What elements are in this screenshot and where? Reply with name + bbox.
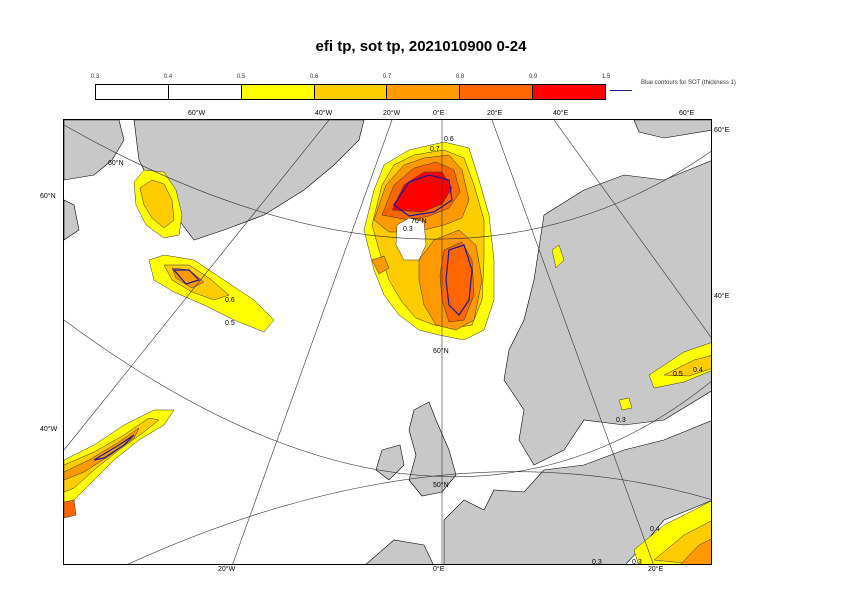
legend-tick: 0.4 bbox=[163, 74, 173, 80]
legend-tick: 0.9 bbox=[528, 74, 538, 80]
graticule bbox=[64, 120, 711, 564]
sot-contours bbox=[93, 174, 473, 461]
efi-zone-southwest bbox=[64, 427, 140, 481]
contour-label: 0.4 bbox=[693, 367, 703, 374]
efi-zone-east-band bbox=[648, 342, 711, 389]
legend-color-segment bbox=[241, 85, 315, 99]
sot-contour bbox=[172, 269, 201, 285]
efi-zone-east-band bbox=[663, 355, 711, 377]
lat-label-inner: 60°N bbox=[433, 348, 449, 355]
contour-label: 0.3 bbox=[632, 559, 642, 566]
land-ireland bbox=[375, 444, 405, 481]
contour-label: 0.5 bbox=[225, 320, 235, 327]
legend-color-segment bbox=[460, 85, 534, 99]
legend-tick: 0.3 bbox=[90, 74, 100, 80]
legend-color-segment bbox=[168, 85, 242, 99]
legend-tick: 0.5 bbox=[236, 74, 246, 80]
meridian bbox=[64, 120, 330, 451]
lat-label-left: 40°W bbox=[40, 426, 58, 433]
chart-title: efi tp, sot tp, 2021010900 0-24 bbox=[315, 38, 527, 55]
legend-color-segment bbox=[533, 85, 606, 99]
sot-contour bbox=[93, 434, 135, 461]
legend-tick: 0.8 bbox=[455, 74, 465, 80]
efi-zone-small-se bbox=[618, 397, 633, 411]
map-panel: 60°W 40°W 20°W 0°E 20°E 40°E 60°E bbox=[63, 119, 712, 565]
sot-legend-line bbox=[610, 90, 632, 91]
lon-label-top: 40°W bbox=[315, 110, 333, 117]
legend-tick: 0.7 bbox=[382, 74, 392, 80]
lat-label-right: 40°E bbox=[714, 293, 730, 300]
lon-label-top: 40°E bbox=[553, 110, 569, 117]
land-iberia bbox=[365, 539, 434, 564]
land-canada bbox=[64, 120, 125, 181]
contour-label: 0.4 bbox=[650, 526, 660, 533]
contour-label: 0.3 bbox=[592, 559, 602, 566]
legend-color-segment bbox=[96, 85, 169, 99]
land-labrador bbox=[64, 199, 80, 241]
meridian bbox=[491, 120, 654, 564]
lon-label-top: 20°W bbox=[383, 110, 401, 117]
meridian bbox=[232, 120, 393, 564]
lon-label-bottom: 0°E bbox=[433, 566, 445, 573]
contour-label: 0.5 bbox=[673, 371, 683, 378]
contour-label: 0.6 bbox=[444, 136, 454, 143]
sot-legend-label: Blue contours for SOT (thickness 1) bbox=[641, 80, 736, 86]
contour-label: 0.3 bbox=[616, 417, 626, 424]
efi-hole bbox=[395, 217, 427, 261]
legend-tick: 0.6 bbox=[309, 74, 319, 80]
efi-small bbox=[371, 255, 390, 275]
lat-label-right: 60°E bbox=[714, 127, 730, 134]
contour-label: 0.3 bbox=[403, 226, 413, 233]
efi-zone-southwest bbox=[64, 499, 77, 519]
map-canvas bbox=[64, 120, 711, 564]
legend-color-segment bbox=[387, 85, 461, 99]
contour-label: 0.6 bbox=[225, 297, 235, 304]
parallel bbox=[64, 319, 711, 478]
lat-label-inner: 50°N bbox=[433, 482, 449, 489]
efi-zone-small-east bbox=[551, 244, 565, 269]
land-scandinavia bbox=[503, 160, 711, 466]
lon-label-top: 0°E bbox=[433, 110, 445, 117]
meridian bbox=[553, 120, 711, 338]
legend-tick: 1.5 bbox=[601, 74, 611, 80]
land-europe bbox=[443, 420, 711, 564]
land-svalbard bbox=[633, 120, 711, 139]
lat-label-inner: 70°N bbox=[411, 218, 427, 225]
efi-zone-southwest bbox=[64, 417, 160, 493]
lon-label-bottom: 20°W bbox=[218, 566, 236, 573]
land bbox=[64, 120, 711, 564]
lat-label-left: 60°N bbox=[40, 193, 56, 200]
contour-label: 0.7 bbox=[430, 146, 440, 153]
parallel bbox=[127, 471, 711, 564]
efi-zone-greenland bbox=[139, 179, 175, 229]
legend-color-segment bbox=[314, 85, 388, 99]
parallel bbox=[64, 124, 711, 240]
lon-label-top: 20°E bbox=[487, 110, 503, 117]
sot-contour bbox=[445, 244, 473, 316]
lon-label-bottom: 20°E bbox=[648, 566, 664, 573]
lat-label-inner: 60°N bbox=[108, 160, 124, 167]
legend-colorbar bbox=[95, 84, 606, 100]
lon-label-top: 60°E bbox=[679, 110, 695, 117]
sot-contour bbox=[393, 174, 453, 217]
efi-zone-southeast bbox=[680, 538, 711, 564]
lon-label-top: 60°W bbox=[188, 110, 206, 117]
